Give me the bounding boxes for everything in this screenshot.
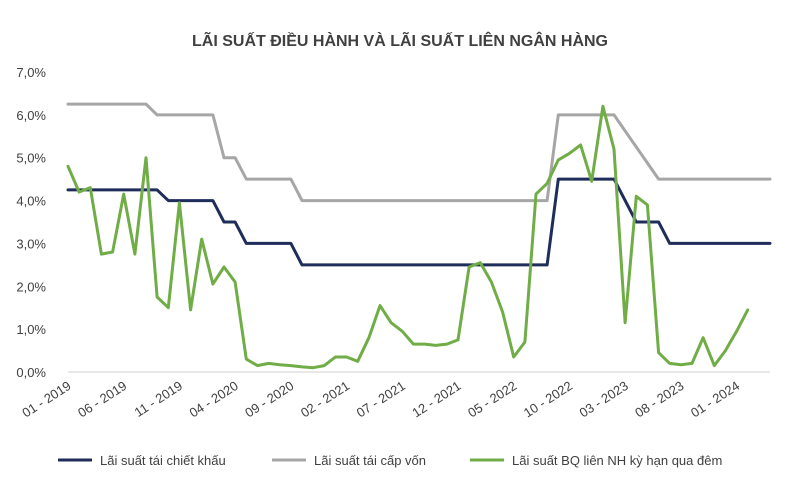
series-group: [66, 102, 772, 370]
series-line-3: [66, 104, 750, 370]
x-tick-label: 06 - 2019: [75, 378, 129, 421]
y-tick-label: 0,0%: [16, 365, 46, 380]
series-line-2: [66, 102, 772, 203]
x-tick-label: 02 - 2021: [298, 378, 352, 421]
x-tick-label: 08 - 2023: [632, 378, 686, 421]
x-tick-label: 04 - 2020: [187, 378, 241, 421]
x-tick-label: 10 - 2022: [521, 378, 575, 421]
legend-label-1: Lãi suất tái chiết khấu: [100, 453, 226, 468]
y-tick-label: 5,0%: [16, 151, 46, 166]
x-tick-label: 03 - 2023: [577, 378, 631, 421]
x-tick-label: 05 - 2022: [465, 378, 519, 421]
x-tick-label: 07 - 2021: [354, 378, 408, 421]
y-tick-label: 3,0%: [16, 236, 46, 251]
y-axis: 0,0% 1,0% 2,0% 3,0% 4,0% 5,0% 6,0% 7,0%: [16, 65, 46, 380]
legend-label-2: Lãi suất tái cấp vốn: [314, 453, 426, 468]
x-tick-label: 01 - 2024: [688, 378, 742, 421]
legend-label-3: Lãi suất BQ liên NH kỳ hạn qua đêm: [512, 453, 722, 468]
y-tick-label: 2,0%: [16, 279, 46, 294]
y-tick-label: 4,0%: [16, 194, 46, 209]
legend: Lãi suất tái chiết khấu Lãi suất tái cấp …: [58, 453, 722, 468]
x-tick-label: 11 - 2019: [132, 378, 185, 420]
x-tick-label: 01 - 2019: [19, 378, 73, 421]
y-tick-label: 1,0%: [16, 322, 46, 337]
chart-title: LÃI SUẤT ĐIỀU HÀNH VÀ LÃI SUẤT LIÊN NGÂN…: [192, 30, 608, 50]
y-tick-label: 7,0%: [16, 65, 46, 80]
x-tick-label: 12 - 2021: [409, 378, 463, 421]
y-tick-label: 6,0%: [16, 108, 46, 123]
x-axis: 01 - 2019 06 - 2019 11 - 2019 04 - 2020 09 -…: [19, 378, 742, 421]
x-tick-label: 09 - 2020: [242, 378, 296, 421]
